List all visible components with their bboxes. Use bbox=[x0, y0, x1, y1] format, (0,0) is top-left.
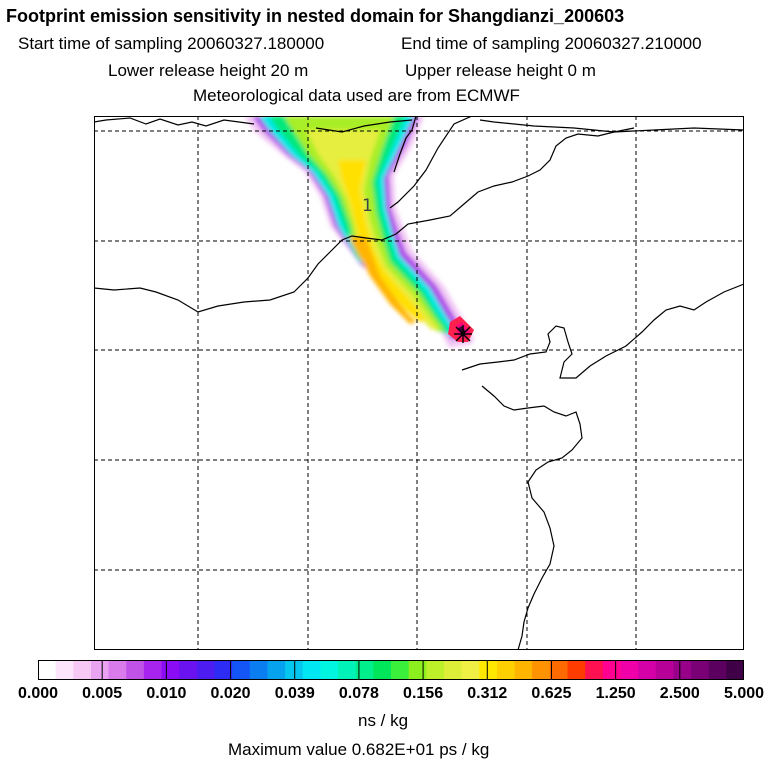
colorbar-swatch bbox=[532, 660, 551, 680]
colorbar-swatch bbox=[620, 660, 639, 680]
colorbar-swatch bbox=[408, 660, 427, 680]
map-gridlines bbox=[94, 116, 744, 650]
colorbar-tick-label: 0.000 bbox=[17, 685, 59, 702]
colorbar-tick-label: 0.039 bbox=[274, 685, 315, 702]
contour-label: 1 bbox=[362, 196, 373, 216]
start-time-label: Start time of sampling 20060327.180000 bbox=[18, 34, 325, 53]
footprint-plume bbox=[244, 116, 474, 348]
colorbar-swatch bbox=[38, 660, 57, 680]
maximum-value-label: Maximum value 0.682E+01 ps / kg bbox=[228, 740, 490, 759]
map-panel: 1 bbox=[94, 116, 744, 650]
colorbar-swatch bbox=[73, 660, 92, 680]
colorbar-tick-label: 0.078 bbox=[338, 685, 379, 702]
colorbar-swatch bbox=[179, 660, 198, 680]
colorbar-swatch bbox=[496, 660, 516, 680]
colorbar-tick-label: 0.020 bbox=[210, 685, 251, 702]
colorbar-swatch bbox=[514, 660, 533, 680]
lower-release-label: Lower release height 20 m bbox=[108, 61, 309, 80]
colorbar-frame bbox=[38, 660, 744, 680]
colorbar-swatch bbox=[691, 660, 710, 680]
colorbar-swatch bbox=[443, 660, 463, 680]
end-time-label: End time of sampling 20060327.210000 bbox=[401, 34, 702, 53]
colorbar-swatch bbox=[90, 660, 110, 680]
chart-title: Footprint emission sensitivity in nested… bbox=[6, 6, 625, 26]
colorbar-swatch bbox=[161, 660, 180, 680]
colorbar-swatch bbox=[249, 660, 268, 680]
colorbar-swatch bbox=[214, 660, 233, 680]
upper-release-label: Upper release height 0 m bbox=[405, 61, 596, 80]
colorbar-swatch bbox=[126, 660, 145, 680]
colorbar-swatch bbox=[267, 660, 286, 680]
colorbar-tick-label: 1.250 bbox=[595, 685, 636, 702]
colorbar-swatch bbox=[391, 660, 410, 680]
colorbar-units: ns / kg bbox=[358, 711, 409, 730]
colorbar-tick-label: 5.000 bbox=[723, 685, 765, 702]
colorbar-swatch bbox=[196, 660, 215, 680]
colorbar-swatch bbox=[602, 660, 621, 680]
colorbar-swatch bbox=[232, 660, 251, 680]
colorbar-tick-label: 0.010 bbox=[146, 685, 187, 702]
colorbar-tick-label: 0.625 bbox=[531, 685, 572, 702]
map-canvas: 1 bbox=[94, 116, 744, 650]
colorbar-swatch bbox=[461, 660, 480, 680]
colorbar-swatch bbox=[108, 660, 127, 680]
colorbar-tick-label: 2.500 bbox=[659, 685, 700, 702]
meteorological-data-label: Meteorological data used are from ECMWF bbox=[193, 86, 520, 105]
colorbar-swatch bbox=[673, 660, 692, 680]
colorbar-swatch bbox=[638, 660, 657, 680]
colorbar-swatch bbox=[479, 660, 498, 680]
colorbar-tick-label: 0.005 bbox=[82, 685, 123, 702]
colorbar-swatch bbox=[355, 660, 374, 680]
colorbar-swatch bbox=[585, 660, 604, 680]
colorbar-swatch bbox=[285, 660, 304, 680]
coastline bbox=[94, 116, 744, 650]
colorbar-swatch bbox=[302, 660, 321, 680]
colorbar-swatch bbox=[708, 660, 727, 680]
colorbar-tick-label: 0.312 bbox=[467, 685, 508, 702]
colorbar-swatch bbox=[426, 660, 445, 680]
colorbar-swatch bbox=[549, 660, 568, 680]
colorbar-tick-label: 0.156 bbox=[403, 685, 444, 702]
colorbar-swatch bbox=[373, 660, 392, 680]
colorbar-swatch bbox=[55, 660, 74, 680]
colorbar-swatch bbox=[567, 660, 586, 680]
map-frame bbox=[94, 116, 744, 650]
colorbar-swatch bbox=[655, 660, 674, 680]
colorbar-swatch bbox=[338, 660, 357, 680]
colorbar-swatch bbox=[320, 660, 339, 680]
receptor-star-icon bbox=[454, 325, 472, 343]
colorbar-swatch bbox=[726, 660, 744, 680]
colorbar bbox=[38, 660, 744, 680]
colorbar-swatch bbox=[143, 660, 163, 680]
